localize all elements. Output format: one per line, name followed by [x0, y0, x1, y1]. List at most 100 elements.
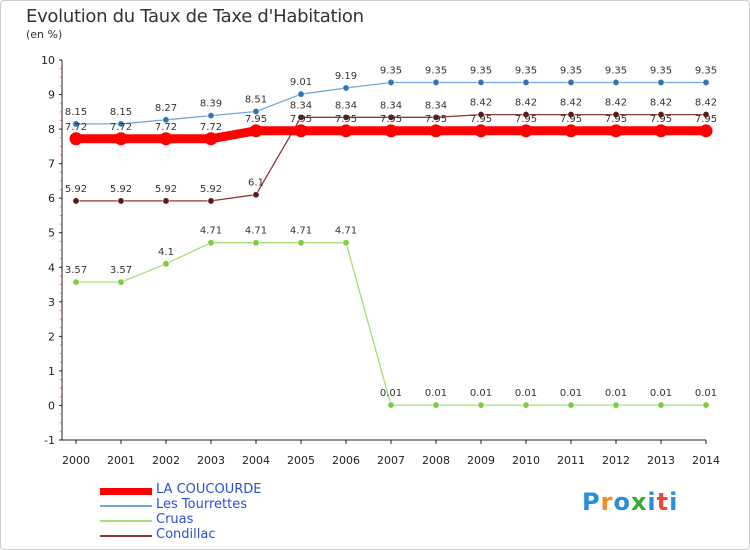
series-point-0: [114, 132, 128, 146]
y-tick-label: 3: [48, 296, 55, 309]
x-tick-label: 2014: [692, 454, 720, 467]
logo-letter: o: [613, 488, 631, 516]
data-label-1: 9.19: [335, 71, 357, 82]
data-label-3: 8.42: [470, 98, 492, 109]
logo-letter: r: [600, 488, 614, 516]
data-label-0: 7.95: [335, 114, 357, 125]
series-point-3: [387, 113, 395, 121]
data-label-3: 8.34: [425, 100, 447, 111]
proxiti-logo: Proxiti: [582, 488, 678, 516]
chart-subtitle: (en %): [26, 28, 63, 41]
x-tick-label: 2004: [242, 454, 270, 467]
data-label-3: 8.42: [560, 98, 582, 109]
series-point-0: [474, 124, 488, 138]
series-point-1: [252, 107, 260, 115]
series-point-1: [162, 116, 170, 124]
x-tick-label: 2003: [197, 454, 225, 467]
series-point-1: [702, 78, 710, 86]
data-label-0: 7.95: [470, 114, 492, 125]
series-point-0: [159, 132, 173, 146]
y-tick-label: 2: [48, 330, 55, 343]
series-point-2: [702, 401, 710, 409]
data-label-3: 8.34: [380, 100, 402, 111]
series-point-1: [207, 112, 215, 120]
series-point-1: [477, 78, 485, 86]
series-point-1: [387, 78, 395, 86]
legend-swatch: [100, 487, 152, 495]
series-point-3: [432, 113, 440, 121]
data-label-2: 4.71: [200, 226, 222, 237]
data-label-0: 7.95: [425, 114, 447, 125]
data-label-0: 7.95: [605, 114, 627, 125]
data-label-0: 7.72: [200, 122, 222, 133]
data-label-3: 5.92: [155, 184, 177, 195]
data-label-0: 7.72: [110, 122, 132, 133]
series-point-2: [387, 401, 395, 409]
series-point-0: [339, 124, 353, 138]
series-point-2: [477, 401, 485, 409]
data-label-0: 7.95: [380, 114, 402, 125]
series-point-3: [207, 197, 215, 205]
logo-letter: P: [582, 488, 601, 516]
logo-letter: i: [669, 488, 679, 516]
legend-label: Cruas: [156, 512, 194, 527]
data-label-0: 7.95: [515, 114, 537, 125]
data-label-0: 7.72: [155, 122, 177, 133]
series-point-2: [297, 239, 305, 247]
series-point-2: [162, 260, 170, 268]
x-tick-label: 2000: [62, 454, 90, 467]
series-point-0: [249, 124, 263, 138]
series-point-3: [162, 197, 170, 205]
data-label-1: 8.15: [110, 107, 132, 118]
series-point-0: [654, 124, 668, 138]
legend-label: Condillac: [156, 527, 216, 542]
legend-swatch: [100, 505, 152, 507]
series-point-3: [72, 197, 80, 205]
series-point-1: [117, 120, 125, 128]
series-point-3: [342, 113, 350, 121]
data-label-2: 0.01: [470, 388, 492, 399]
y-tick-label: 7: [48, 158, 55, 171]
series-point-0: [294, 124, 308, 138]
y-tick-label: 8: [48, 123, 55, 136]
series-point-1: [432, 78, 440, 86]
series-point-3: [297, 113, 305, 121]
series-point-3: [252, 191, 260, 199]
chart-title: Evolution du Taux de Taxe d'Habitation: [26, 6, 364, 27]
data-label-2: 4.71: [290, 226, 312, 237]
data-label-3: 8.42: [515, 98, 537, 109]
series-point-1: [342, 84, 350, 92]
logo-letter: i: [647, 488, 657, 516]
data-label-3: 6.1: [248, 178, 264, 189]
y-tick-label: 4: [48, 261, 55, 274]
y-tick-label: 5: [48, 227, 55, 240]
data-label-3: 5.92: [110, 184, 132, 195]
series-point-3: [702, 111, 710, 119]
data-label-2: 4.1: [158, 247, 174, 258]
data-label-2: 0.01: [515, 388, 537, 399]
logo-letter: x: [630, 488, 648, 516]
data-label-3: 8.42: [650, 98, 672, 109]
series-point-2: [522, 401, 530, 409]
series-point-1: [72, 120, 80, 128]
legend-swatch: [100, 520, 152, 522]
data-label-1: 9.35: [560, 65, 582, 76]
series-point-1: [567, 78, 575, 86]
series-point-3: [117, 197, 125, 205]
data-label-2: 0.01: [650, 388, 672, 399]
data-label-1: 8.27: [155, 103, 177, 114]
x-tick-label: 2008: [422, 454, 450, 467]
data-label-2: 0.01: [695, 388, 717, 399]
data-label-2: 4.71: [335, 226, 357, 237]
series-point-3: [657, 111, 665, 119]
data-label-3: 8.42: [695, 98, 717, 109]
series-point-3: [612, 111, 620, 119]
data-label-1: 8.15: [65, 107, 87, 118]
y-tick-label: 9: [48, 89, 55, 102]
series-line-2: [75, 242, 707, 406]
series-point-2: [207, 239, 215, 247]
series-point-0: [519, 124, 533, 138]
x-tick-label: 2010: [512, 454, 540, 467]
